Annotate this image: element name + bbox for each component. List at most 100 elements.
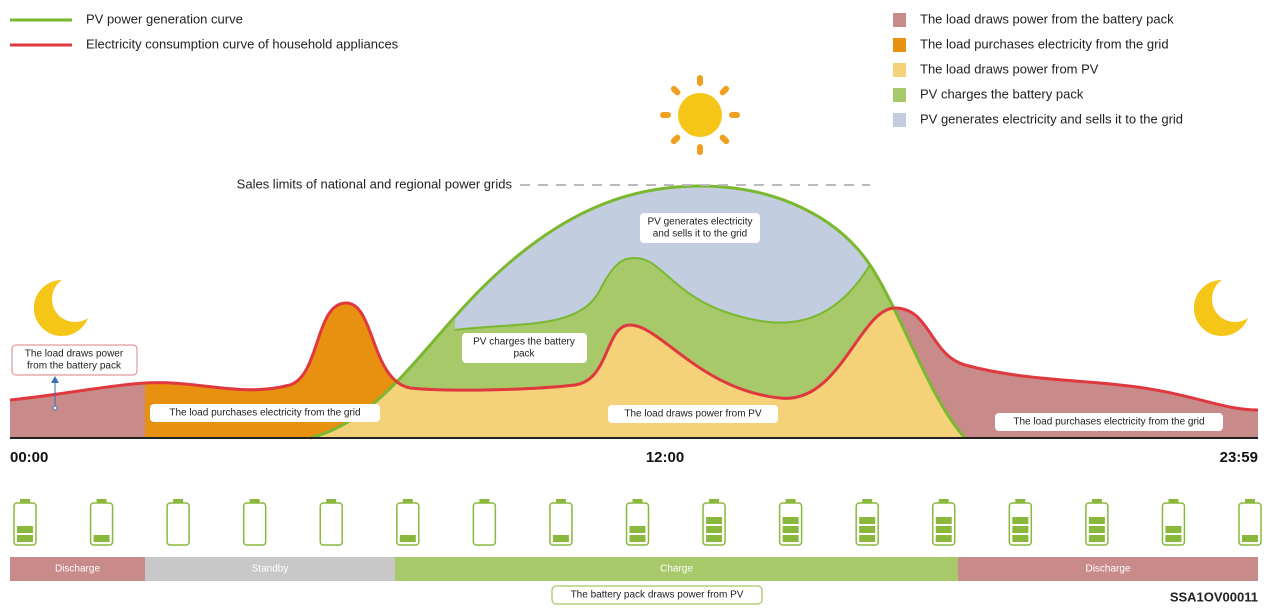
battery: [1161, 499, 1186, 546]
pv-curve: [309, 184, 967, 440]
battery-cap: [20, 499, 30, 503]
battery-cap: [862, 499, 873, 503]
legend-swatch: [893, 38, 906, 52]
battery: [778, 499, 803, 546]
battery-body: [1161, 502, 1186, 546]
battery-cap: [96, 499, 107, 503]
legend-swatch: [893, 63, 906, 77]
battery-cell: [859, 517, 876, 524]
load-curve: [9, 301, 1259, 412]
battery: [89, 499, 114, 546]
battery-cell: [17, 526, 33, 533]
battery-body: [242, 502, 267, 546]
battery-cell: [1088, 526, 1105, 533]
legend-text: The load draws power from PV: [920, 61, 1099, 76]
battery-cell: [399, 535, 416, 542]
battery-cell: [629, 535, 646, 542]
figure-code: SSA1OV00011: [1170, 589, 1258, 604]
battery-cell: [935, 526, 952, 533]
battery-cell: [1165, 526, 1182, 533]
battery-cell: [859, 526, 876, 533]
moon: [33, 279, 88, 336]
legend-text: PV power generation curve: [86, 11, 243, 26]
legend-swatch: [893, 88, 906, 102]
battery-cap: [1168, 499, 1179, 503]
label-box: [995, 413, 1223, 431]
label-box: [608, 405, 778, 423]
battery-cell: [1165, 535, 1182, 542]
battery-body: [89, 502, 114, 546]
legend-swatch: [893, 13, 906, 27]
legend-text: PV generates electricity and sells it to…: [920, 111, 1183, 126]
battery-body: [625, 502, 650, 546]
battery-cell: [1012, 526, 1029, 533]
status-label: Standby: [252, 564, 289, 575]
battery-body: [472, 502, 497, 546]
battery-cell: [706, 535, 723, 542]
label-box: [462, 333, 587, 363]
time-label: 00:00: [10, 449, 48, 466]
battery: [319, 499, 343, 546]
battery-cap: [1091, 499, 1102, 503]
battery-cell: [782, 517, 799, 524]
status-segment: [145, 557, 395, 581]
battery-cell: [1088, 535, 1105, 542]
battery: [549, 499, 573, 546]
time-label: 23:59: [1220, 449, 1258, 466]
battery-cell: [1242, 535, 1258, 542]
battery: [1085, 499, 1109, 546]
battery-cap: [326, 499, 337, 503]
battery-cell: [1012, 517, 1029, 524]
battery-body: [1238, 502, 1262, 546]
battery-body: [396, 502, 420, 546]
legend-text: The load purchases electricity from the …: [920, 36, 1169, 51]
status-segment: [10, 557, 145, 581]
batteries: [13, 499, 1262, 546]
label-box: [150, 404, 380, 422]
legend-lines: PV power generation curve Electricity co…: [10, 11, 399, 51]
battery-cap: [1245, 499, 1255, 503]
mid-curve: [454, 256, 871, 331]
battery-cell: [935, 535, 952, 542]
battery-cell: [935, 517, 952, 524]
battery: [932, 499, 956, 546]
status-bar: Discharge Standby Charge Discharge: [10, 557, 1258, 581]
battery: [13, 499, 37, 546]
label-text: pack: [513, 349, 535, 360]
note-text: The battery pack draws power from PV: [571, 590, 744, 601]
battery: [702, 499, 726, 546]
label-text: The load draws power: [25, 349, 124, 360]
battery-body: [319, 502, 343, 546]
battery-cell: [629, 526, 646, 533]
battery-cap: [709, 499, 720, 503]
label-text: PV charges the battery: [473, 337, 575, 348]
label-text: The load draws power from PV: [624, 409, 762, 420]
battery-cap: [1015, 499, 1026, 503]
label-text: The load purchases electricity from the …: [1013, 417, 1204, 428]
legend-text: Electricity consumption curve of househo…: [86, 36, 399, 51]
battery-cell: [1012, 535, 1029, 542]
status-label: Discharge: [55, 564, 100, 575]
battery-cap: [249, 499, 260, 503]
status-label: Discharge: [1085, 564, 1130, 575]
arrow-dot: [52, 405, 58, 411]
label-text: PV generates electricity: [647, 217, 752, 228]
battery: [396, 499, 420, 546]
legend-swatch: [893, 113, 906, 127]
battery-cap: [785, 499, 796, 503]
battery-cell: [859, 535, 876, 542]
battery-cap: [402, 499, 413, 503]
battery-cell: [782, 535, 799, 542]
note-box: [551, 585, 763, 605]
battery-body: [549, 502, 573, 546]
status-label: Charge: [660, 564, 693, 575]
battery-cap: [555, 499, 566, 503]
battery-cell: [782, 526, 799, 533]
battery-cell: [706, 517, 723, 524]
arrow-head: [51, 376, 59, 383]
battery-cell: [706, 526, 723, 533]
battery: [855, 499, 879, 546]
sun: [660, 75, 740, 155]
battery-cell: [17, 535, 33, 542]
